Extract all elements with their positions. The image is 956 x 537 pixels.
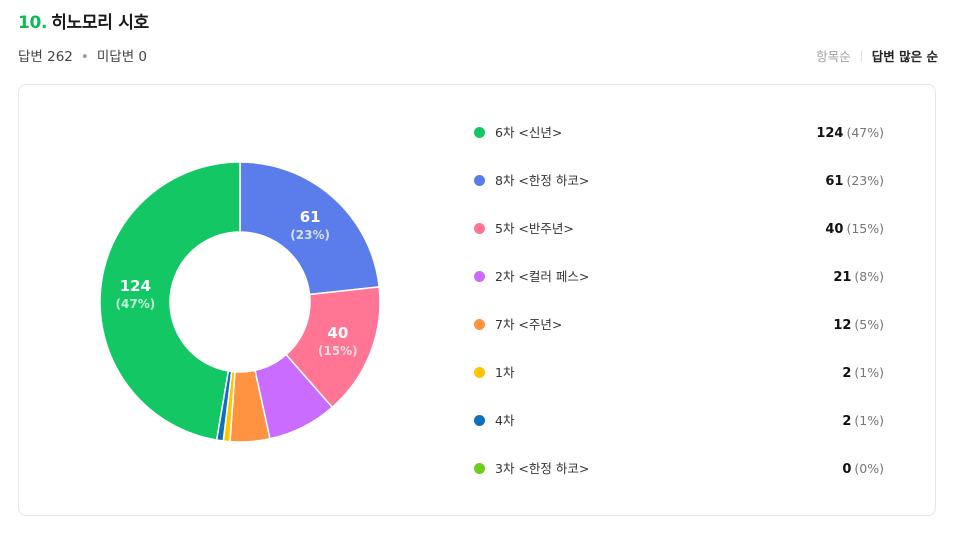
legend-percent: (47%) <box>846 125 884 140</box>
legend-count: 124 <box>816 126 844 141</box>
legend-value: 2 (1%) <box>842 401 884 442</box>
legend-percent: (15%) <box>846 221 884 236</box>
question-header: 10. 히노모리 시호 <box>18 8 149 33</box>
donut-chart: 124 (47%) 61 (23%) 40 (15%) <box>99 161 381 443</box>
legend-count: 12 <box>833 318 852 333</box>
legend-swatch <box>474 367 485 378</box>
answered-count: 답변 262 <box>18 49 73 65</box>
legend-label: 6차 <신년> <box>495 125 563 140</box>
sort-by-answers-button[interactable]: 답변 많은 순 <box>871 49 938 64</box>
donut-slice <box>99 161 241 441</box>
legend-value: 61 (23%) <box>825 161 884 202</box>
legend-label: 2차 <컬러 페스> <box>495 269 590 284</box>
result-card: 124 (47%) 61 (23%) 40 (15%) 6차 <신년> 124 (47%) 8… <box>18 84 936 516</box>
legend-percent: (1%) <box>854 365 884 380</box>
legend-swatch <box>474 271 485 282</box>
legend-label: 4차 <box>495 413 515 428</box>
legend-swatch <box>474 415 485 426</box>
slice-value-label: 61 <box>300 208 321 226</box>
legend-percent: (1%) <box>854 413 884 428</box>
legend-percent: (0%) <box>854 461 884 476</box>
question-number: 10. <box>18 13 48 33</box>
legend-swatch <box>474 463 485 474</box>
legend-swatch <box>474 175 485 186</box>
legend-item: 5차 <반주년> 40 (15%) <box>474 209 884 257</box>
slice-value-label: 40 <box>327 324 348 342</box>
legend-label: 5차 <반주년> <box>495 221 574 236</box>
slice-percent-label: (47%) <box>116 297 156 311</box>
sort-options: 항목순 답변 많은 순 <box>816 46 938 65</box>
legend-count: 2 <box>842 414 852 429</box>
legend-label: 1차 <box>495 365 515 380</box>
slice-value-label: 124 <box>120 277 151 295</box>
legend-swatch <box>474 223 485 234</box>
legend-swatch <box>474 319 485 330</box>
legend-value: 0 (0%) <box>842 449 884 490</box>
legend-count: 40 <box>825 222 844 237</box>
legend-value: 2 (1%) <box>842 353 884 394</box>
donut-slice <box>239 161 381 296</box>
legend-count: 2 <box>842 366 852 381</box>
unanswered-count: 미답변 0 <box>96 49 148 65</box>
legend-item: 7차 <주년> 12 (5%) <box>474 305 884 353</box>
legend-label: 3차 <한정 하코> <box>495 461 590 476</box>
legend-label: 8차 <한정 하코> <box>495 173 590 188</box>
legend-percent: (8%) <box>854 269 884 284</box>
legend-item: 4차 2 (1%) <box>474 401 884 449</box>
slice-percent-label: (15%) <box>318 344 358 358</box>
legend-count: 21 <box>833 270 852 285</box>
legend-item: 8차 <한정 하코> 61 (23%) <box>474 161 884 209</box>
legend-count: 61 <box>825 174 844 189</box>
legend-item: 2차 <컬러 페스> 21 (8%) <box>474 257 884 305</box>
sort-by-item-button[interactable]: 항목순 <box>816 49 851 64</box>
question-text: 히노모리 시호 <box>51 13 149 33</box>
answer-counts: 답변 262 • 미답변 0 <box>18 45 147 65</box>
legend-percent: (5%) <box>854 317 884 332</box>
legend-item: 6차 <신년> 124 (47%) <box>474 113 884 161</box>
legend: 6차 <신년> 124 (47%) 8차 <한정 하코> 61 (23%) 5차 <반주… <box>474 113 884 497</box>
legend-value: 124 (47%) <box>816 113 884 154</box>
question-title: 10. 히노모리 시호 <box>18 13 149 33</box>
sort-divider <box>860 51 862 62</box>
legend-percent: (23%) <box>846 173 884 188</box>
legend-item: 1차 2 (1%) <box>474 353 884 401</box>
count-separator: • <box>80 49 89 65</box>
legend-label: 7차 <주년> <box>495 317 563 332</box>
legend-item: 3차 <한정 하코> 0 (0%) <box>474 449 884 497</box>
legend-swatch <box>474 127 485 138</box>
legend-value: 12 (5%) <box>833 305 884 346</box>
legend-count: 0 <box>842 462 852 477</box>
legend-value: 21 (8%) <box>833 257 884 298</box>
slice-percent-label: (23%) <box>290 228 330 242</box>
legend-value: 40 (15%) <box>825 209 884 250</box>
